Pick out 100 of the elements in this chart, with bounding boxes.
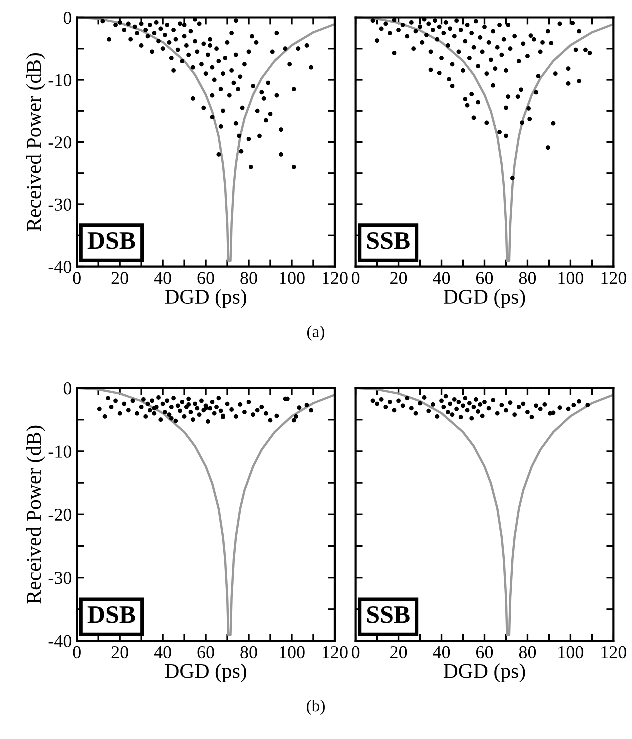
annotation: DSB xyxy=(88,606,136,624)
text: (b) xyxy=(307,700,325,716)
x-tick-label: 60 xyxy=(476,272,494,284)
x-tick-label: 0 xyxy=(352,646,360,659)
x-tick-label: 100 xyxy=(280,646,305,659)
x-tick-label: 60 xyxy=(476,646,494,659)
point xyxy=(566,406,571,412)
x-tick-label: 60 xyxy=(198,646,214,659)
point xyxy=(526,410,530,414)
point xyxy=(468,401,472,406)
x-tick-label: 0 xyxy=(73,646,81,659)
x-axis-title: DGD (ps) xyxy=(165,664,246,683)
point xyxy=(426,408,432,414)
x-tick-label: 20 xyxy=(390,646,408,659)
point xyxy=(430,402,436,407)
annotation: SSB xyxy=(367,606,410,624)
point xyxy=(586,403,590,408)
x-tick-label: 80 xyxy=(519,646,536,659)
x-tick-label: 80 xyxy=(240,646,258,659)
point xyxy=(512,412,518,418)
point xyxy=(409,406,414,411)
point xyxy=(440,398,444,404)
point xyxy=(480,414,485,418)
x-tick-label: 40 xyxy=(154,272,172,284)
point xyxy=(558,406,562,410)
point xyxy=(478,402,483,407)
point xyxy=(486,406,492,411)
x-axis-title: DGD (ps) xyxy=(165,289,246,308)
point xyxy=(534,404,539,408)
point xyxy=(538,406,543,412)
point xyxy=(405,396,410,401)
point xyxy=(516,405,522,410)
point xyxy=(482,400,487,404)
y-tick-label: -30 xyxy=(48,572,72,584)
point xyxy=(442,405,446,410)
x-tick-label: 40 xyxy=(433,646,450,659)
x-tick-label: 100 xyxy=(558,272,584,284)
point xyxy=(521,402,526,406)
point xyxy=(548,411,552,416)
x-axis-title: DGD (ps) xyxy=(444,664,526,683)
point xyxy=(542,402,548,407)
point xyxy=(379,397,384,402)
annotation: DSB xyxy=(88,232,136,250)
x-tick-label: 60 xyxy=(198,272,214,284)
y-tick-label: -40 xyxy=(48,261,72,274)
point xyxy=(504,408,508,413)
point xyxy=(452,397,457,402)
x-tick-label: 20 xyxy=(112,272,128,284)
point xyxy=(530,415,534,420)
x-axis-title: DGD (ps) xyxy=(444,289,526,308)
x-tick-label: 80 xyxy=(519,272,536,284)
y-axis-title: Received Power (dB) xyxy=(26,54,46,232)
x-tick-label: 120 xyxy=(602,272,627,284)
y-tick-label: -10 xyxy=(48,74,72,86)
x-tick-label: 80 xyxy=(240,272,258,284)
point xyxy=(458,415,464,420)
point xyxy=(495,411,500,416)
point xyxy=(448,402,453,406)
point xyxy=(418,401,422,406)
y-tick-label: 0 xyxy=(64,12,72,24)
y-tick-label: -10 xyxy=(48,446,72,458)
annotation: SSB xyxy=(367,232,410,250)
point xyxy=(476,409,480,414)
point xyxy=(500,403,504,408)
point xyxy=(572,403,576,408)
y-tick-label: -40 xyxy=(48,635,72,648)
point xyxy=(370,398,376,404)
point xyxy=(577,399,582,404)
point xyxy=(375,402,380,406)
point xyxy=(414,411,418,416)
point xyxy=(450,412,455,418)
x-tick-label: 120 xyxy=(323,272,348,284)
point xyxy=(400,404,406,408)
point xyxy=(396,398,401,404)
point xyxy=(446,410,450,414)
point xyxy=(508,400,513,405)
x-tick-label: 40 xyxy=(154,646,172,659)
point xyxy=(474,397,478,402)
point xyxy=(392,408,397,413)
point xyxy=(472,405,476,410)
x-tick-label: 40 xyxy=(433,272,450,284)
point xyxy=(454,406,460,412)
x-tick-label: 100 xyxy=(558,646,584,659)
point xyxy=(444,394,448,399)
point xyxy=(435,414,440,419)
y-tick-label: -20 xyxy=(48,508,72,522)
point xyxy=(384,405,388,410)
x-tick-label: 120 xyxy=(323,646,348,659)
x-tick-label: 100 xyxy=(280,272,305,284)
x-tick-label: 20 xyxy=(112,646,128,659)
point xyxy=(470,416,474,421)
y-tick-label: -20 xyxy=(48,136,72,149)
y-axis-title: Received Power (dB) xyxy=(26,426,46,604)
x-tick-label: 120 xyxy=(602,646,627,659)
x-tick-label: 20 xyxy=(390,272,408,284)
point xyxy=(456,400,462,404)
y-tick-label: -30 xyxy=(48,198,72,211)
point xyxy=(491,398,496,402)
y-tick-label: 0 xyxy=(64,382,72,395)
point xyxy=(463,396,468,401)
